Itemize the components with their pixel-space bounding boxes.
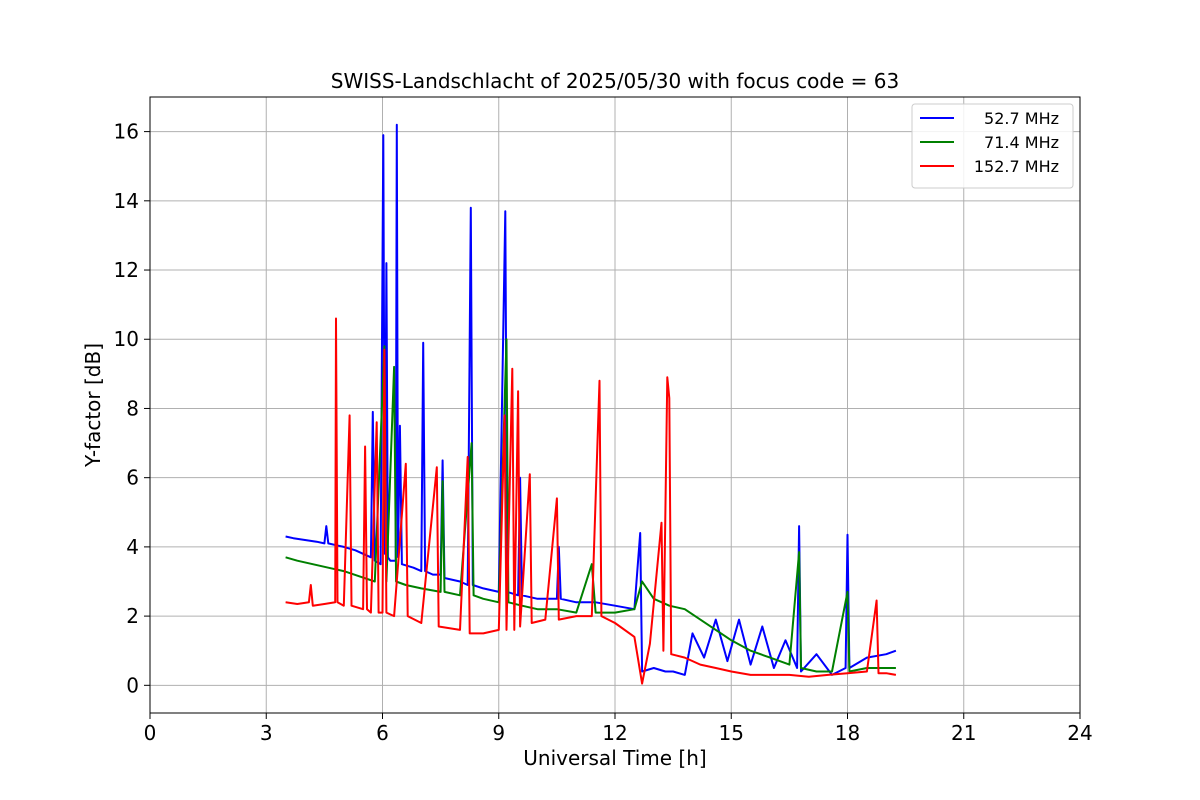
y-tick-label: 10 bbox=[114, 327, 139, 351]
y-tick-label: 4 bbox=[126, 535, 139, 559]
y-axis-label: Y-factor [dB] bbox=[81, 343, 105, 468]
x-tick-label: 0 bbox=[144, 721, 157, 745]
chart-title: SWISS-Landschlacht of 2025/05/30 with fo… bbox=[331, 69, 899, 93]
legend-label: 152.7 MHz bbox=[974, 157, 1059, 176]
x-tick-label: 21 bbox=[951, 721, 976, 745]
series-lines bbox=[285, 123, 897, 685]
series-line-1 bbox=[285, 123, 897, 676]
legend: 52.7 MHz 71.4 MHz 152.7 MHz bbox=[911, 103, 1074, 189]
legend-label: 71.4 MHz bbox=[984, 133, 1059, 152]
x-tick-label: 6 bbox=[376, 721, 389, 745]
y-tick-label: 2 bbox=[126, 604, 139, 628]
x-axis-label: Universal Time [h] bbox=[523, 746, 706, 770]
y-tick-label: 6 bbox=[126, 466, 139, 490]
x-tick-label: 24 bbox=[1067, 721, 1092, 745]
y-tick-label: 12 bbox=[114, 258, 139, 282]
series-line-3 bbox=[285, 317, 897, 685]
x-tick-label: 18 bbox=[835, 721, 860, 745]
x-tick-label: 15 bbox=[719, 721, 744, 745]
x-tick-label: 3 bbox=[260, 721, 273, 745]
legend-label: 52.7 MHz bbox=[984, 109, 1059, 128]
y-tick-label: 16 bbox=[114, 120, 139, 144]
x-tick-label: 12 bbox=[602, 721, 627, 745]
y-tick-label: 0 bbox=[126, 673, 139, 697]
y-tick-label: 8 bbox=[126, 396, 139, 420]
x-tick-label: 9 bbox=[492, 721, 505, 745]
y-tick-label: 14 bbox=[114, 189, 139, 213]
